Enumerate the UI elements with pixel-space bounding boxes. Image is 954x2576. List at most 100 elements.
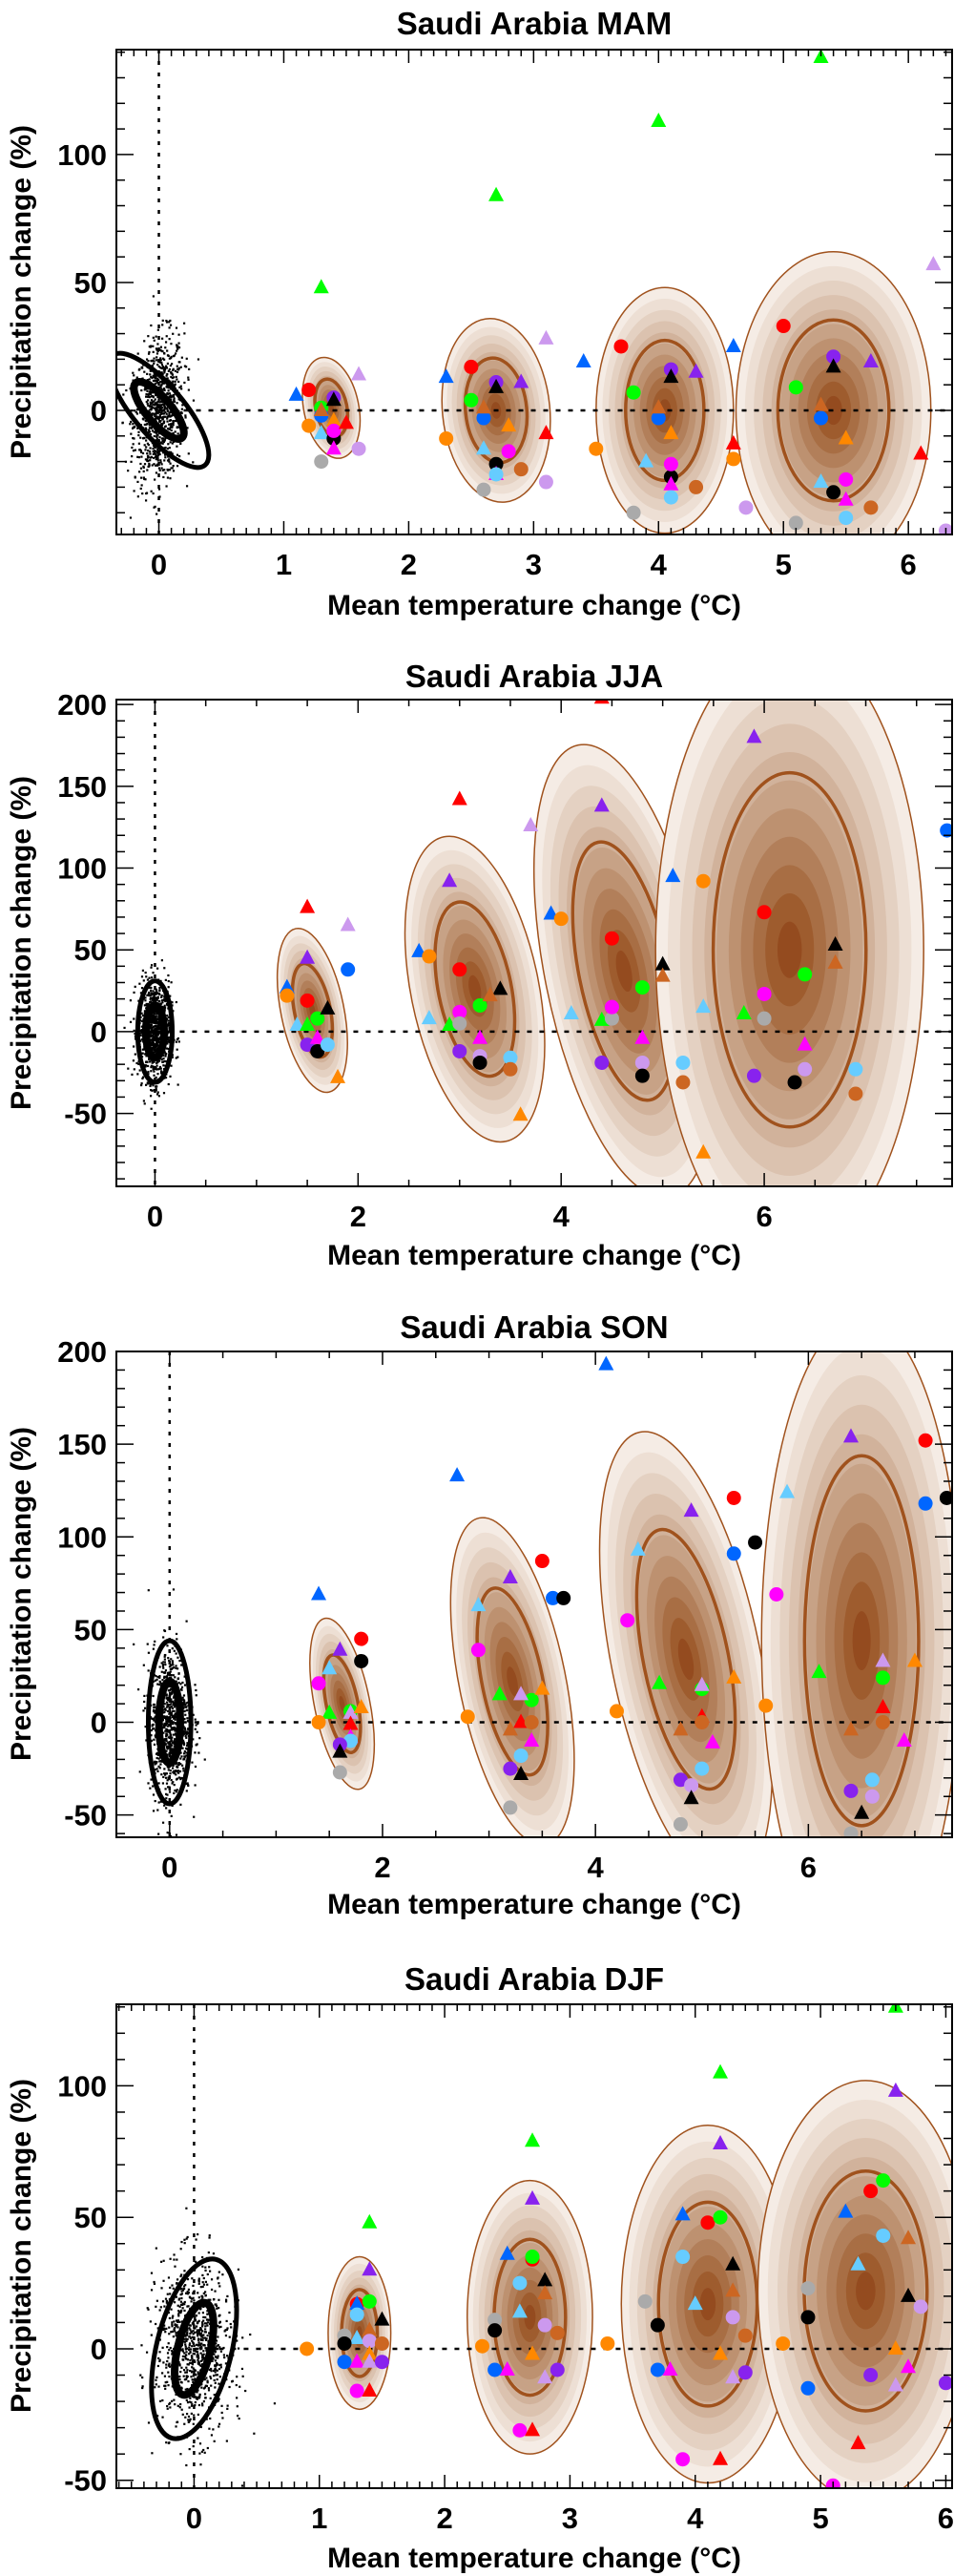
cloud-point: [196, 1730, 198, 1733]
cloud-point: [197, 2330, 200, 2333]
cloud-point: [162, 420, 166, 423]
model-marker-circle: [798, 967, 813, 982]
cloud-point: [183, 2303, 186, 2306]
model-marker-circle: [757, 905, 772, 920]
cloud-point: [176, 2320, 179, 2324]
cloud-point: [177, 2376, 180, 2378]
cloud-point: [174, 1722, 176, 1725]
model-marker-triangle: [638, 452, 654, 468]
cloud-point: [139, 1034, 142, 1037]
cloud-point: [191, 2357, 194, 2360]
cloud-point: [177, 1672, 180, 1675]
cloud-point: [199, 2308, 202, 2311]
cloud-point: [143, 463, 147, 466]
cloud-point: [207, 2318, 210, 2321]
model-marker-circle: [553, 911, 569, 927]
model-marker-circle: [876, 2228, 891, 2243]
model-marker-triangle: [513, 1713, 529, 1728]
cloud-point: [149, 433, 153, 436]
cloud-point: [153, 1037, 156, 1041]
cloud-point: [170, 1692, 174, 1695]
cloud-point: [144, 499, 148, 502]
model-marker-circle: [826, 349, 841, 365]
cloud-point: [169, 1722, 172, 1725]
model-marker-triangle: [654, 967, 671, 982]
cloud-point: [193, 2368, 196, 2371]
cloud-point: [132, 436, 135, 440]
cloud-point: [168, 1754, 171, 1758]
model-marker-triangle: [713, 2135, 729, 2150]
cloud-point: [156, 1031, 160, 1034]
cloud-point: [165, 1675, 168, 1678]
cloud-point: [202, 2350, 205, 2353]
cloud-point: [156, 1049, 158, 1052]
cloud-point: [166, 1671, 169, 1674]
cloud-point: [204, 2315, 207, 2319]
cloud-point: [179, 442, 182, 445]
cloud-point: [158, 1023, 161, 1026]
cloud-point: [170, 355, 173, 359]
cloud-point: [142, 476, 145, 479]
cloud-point: [149, 403, 152, 406]
cloud-point: [166, 2352, 170, 2355]
cloud-point: [209, 2376, 212, 2378]
cloud-point: [163, 2328, 166, 2331]
cloud-point: [155, 1034, 157, 1037]
model-marker-circle: [725, 2310, 740, 2325]
cloud-point: [150, 324, 153, 327]
cloud-point: [201, 2281, 204, 2284]
cloud-point: [141, 451, 145, 455]
cloud-point: [181, 1696, 184, 1699]
cloud-point: [148, 423, 151, 426]
cloud-point: [143, 1010, 147, 1013]
cloud-point: [181, 2307, 184, 2310]
cloud-point: [176, 1770, 178, 1773]
model-marker-triangle: [338, 414, 354, 429]
cloud-point: [155, 1762, 157, 1765]
cloud-point: [157, 1021, 161, 1024]
cloud-point: [191, 2395, 194, 2398]
cloud-point: [152, 450, 155, 453]
cloud-point: [153, 1016, 156, 1019]
cloud-point: [171, 2350, 174, 2353]
model-marker-circle: [310, 1011, 325, 1026]
cloud-point: [185, 2412, 189, 2416]
model-marker-circle: [788, 515, 803, 531]
cloud-point: [165, 412, 168, 415]
model-marker-triangle: [651, 113, 667, 128]
cloud-point: [171, 413, 175, 416]
model-marker-triangle: [524, 1731, 540, 1747]
model-cluster: [598, 1431, 774, 1837]
cloud-point: [157, 1765, 160, 1768]
cloud-point: [181, 2302, 184, 2305]
cloud-point: [185, 1733, 188, 1736]
cloud-point: [156, 1091, 159, 1094]
cloud-point: [143, 370, 146, 373]
cloud-point: [158, 420, 161, 424]
cloud-point: [196, 2350, 198, 2353]
cloud-point: [142, 1100, 146, 1102]
cloud-point: [163, 2384, 166, 2387]
cloud-point: [168, 1704, 171, 1707]
cloud-point: [171, 382, 174, 385]
cloud-point: [129, 1020, 133, 1023]
cloud-point: [211, 2356, 214, 2359]
cloud-point: [156, 513, 158, 515]
cloud-point: [145, 1060, 148, 1064]
cloud-point: [152, 403, 155, 406]
model-marker-circle: [634, 980, 650, 995]
model-marker-triangle: [300, 1016, 316, 1032]
cloud-point: [188, 2346, 191, 2349]
nv-outer-contour: [145, 1638, 194, 1807]
cloud-point: [191, 2345, 194, 2348]
cloud-point: [146, 389, 149, 392]
cloud-point: [200, 2450, 203, 2453]
cloud-point: [169, 380, 172, 383]
cloud-point: [172, 376, 176, 379]
cloud-point: [152, 1040, 155, 1043]
cloud-point: [168, 1676, 171, 1679]
cloud-point: [200, 2325, 204, 2328]
cloud-point: [156, 453, 160, 457]
cloud-point: [180, 2408, 183, 2411]
cloud-point: [159, 1763, 162, 1766]
